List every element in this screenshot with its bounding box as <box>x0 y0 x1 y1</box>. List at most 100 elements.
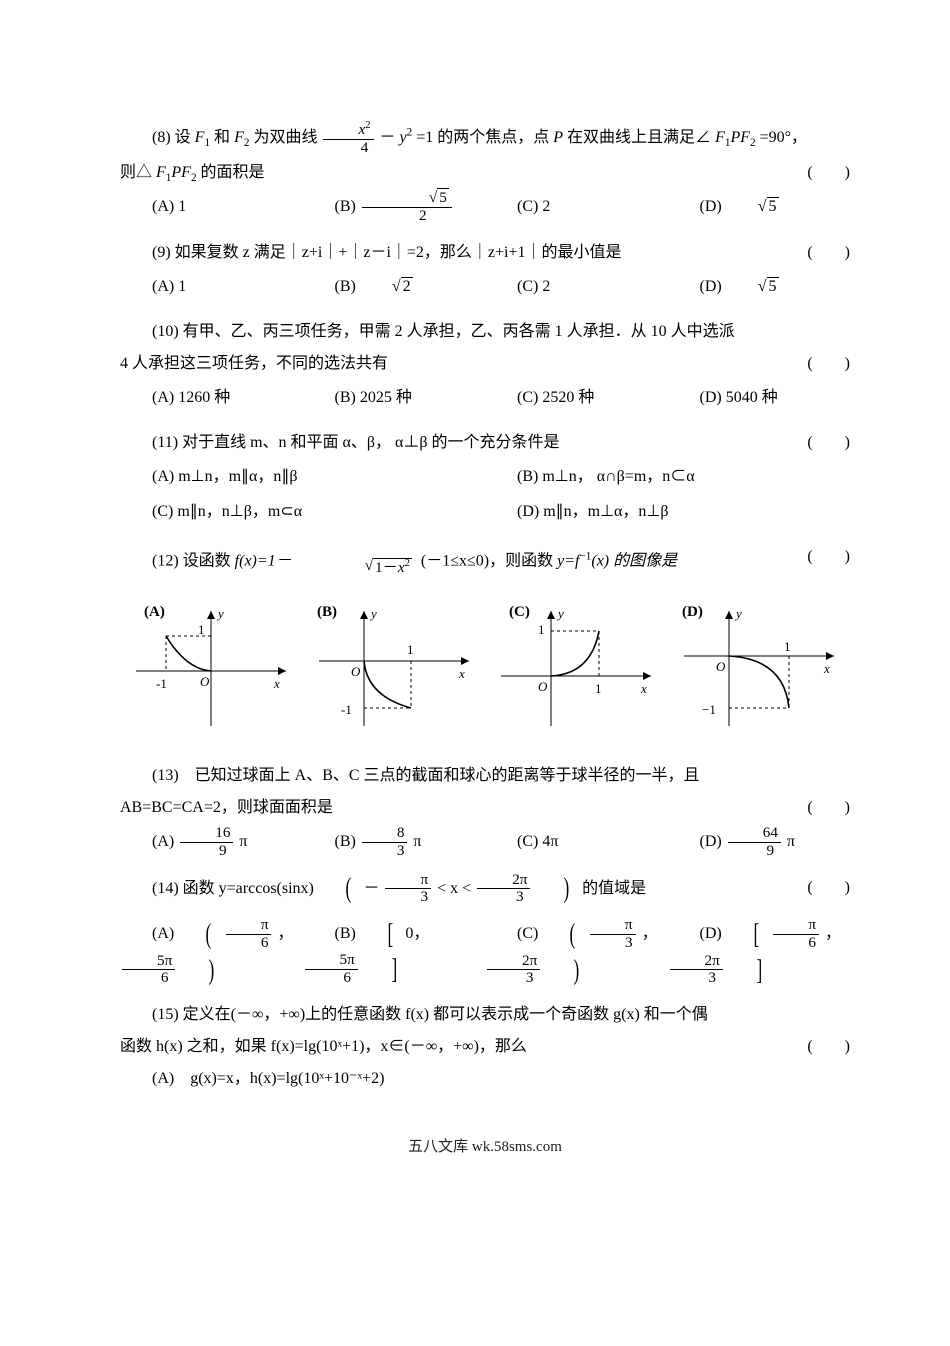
option-b: (B) 2 <box>303 269 486 304</box>
question-11: (11) 对于直线 m、n 和平面 α、β， α⊥β 的一个充分条件是 (A) … <box>120 427 850 529</box>
q13-options: (A) 169 π (B) 83 π (C) 4π (D) 649 π <box>120 824 850 860</box>
pi: π <box>413 833 421 850</box>
num: π <box>590 917 636 935</box>
text: (8) 设 <box>152 129 191 146</box>
label: (D) <box>682 604 703 620</box>
option-d: (D) 5040 种 <box>668 380 851 415</box>
sym: P <box>171 164 181 181</box>
sym: F <box>740 129 750 146</box>
option-d: (D) m∥n，m⊥α，n⊥β <box>485 494 850 529</box>
option-a: (A) 1260 种 <box>120 380 303 415</box>
num: 2π <box>487 953 540 971</box>
option-c: (C) ( π3 ， 2π3 ) <box>485 916 668 987</box>
q15-stem-1: (15) 定义在(－∞，+∞)上的任意函数 f(x) 都可以表示成一个奇函数 g… <box>120 999 850 1031</box>
text: AB=BC=CA=2，则球面面积是 <box>120 799 333 816</box>
num: 16 <box>180 825 233 843</box>
text: － <box>380 129 396 146</box>
figure-c: (C) O x y 1 1 <box>491 596 661 736</box>
axis-y: y <box>369 606 377 621</box>
tick: -1 <box>341 702 352 717</box>
num: 5π <box>122 953 175 971</box>
text: 0， <box>405 925 429 942</box>
label: (B) <box>335 925 360 942</box>
text: 为双曲线 <box>253 129 317 146</box>
text: 4 人承担这三项任务，不同的选法共有 <box>120 355 388 372</box>
den: 3 <box>590 935 636 952</box>
q13-stem-1: (13) 已知过球面上 A、B、C 三点的截面和球心的距离等于球半径的一半，且 <box>120 760 850 792</box>
question-12: (12) 设函数 f(x)=1－ 1－x2 (－1≤x≤0)，则函数 y=f−1… <box>120 541 850 736</box>
label: (B) <box>317 604 337 620</box>
q14-stem: (14) 函数 y=arccos(sinx) ( － π3 < x < 2π3 … <box>120 872 850 906</box>
den: 9 <box>180 843 233 860</box>
option-c: (C) m∥n，n⊥β，m⊂α <box>120 494 485 529</box>
sup: 2 <box>407 127 413 139</box>
figure-d: (D) O x y 1 −1 <box>674 596 844 736</box>
num: 8 <box>362 825 408 843</box>
sym: F <box>156 164 166 181</box>
axis-y: y <box>734 606 742 621</box>
answer-blank <box>775 872 850 904</box>
den: 9 <box>728 843 781 860</box>
q14-options: (A) ( π6 ， 5π6 ) (B) [ 0， 5π6 ] (C) ( π3… <box>120 916 850 987</box>
sym-F2: F <box>234 129 244 146</box>
text: =1 的两个焦点，点 <box>416 129 553 146</box>
sym: P <box>553 129 563 146</box>
q13-stem-2: AB=BC=CA=2，则球面面积是 <box>120 792 850 824</box>
den: 3 <box>362 843 408 860</box>
axis-x: x <box>823 661 830 676</box>
question-13: (13) 已知过球面上 A、B、C 三点的截面和球心的距离等于球半径的一半，且 … <box>120 760 850 860</box>
tick: 1 <box>784 639 791 654</box>
text: f(x)=1－ <box>235 553 292 570</box>
axis-y: y <box>216 606 224 621</box>
text: (－1≤x≤0)，则函数 <box>421 553 557 570</box>
text: － <box>363 880 379 897</box>
den: 6 <box>226 935 272 952</box>
num: 2π <box>670 953 723 971</box>
num: 5π <box>305 952 358 970</box>
q10-options: (A) 1260 种 (B) 2025 种 (C) 2520 种 (D) 504… <box>120 380 850 415</box>
option-a: (A) g(x)=x，h(x)=lg(10ˣ+10⁻ˣ+2) <box>120 1063 850 1095</box>
label: (B) <box>335 833 360 850</box>
answer-blank <box>807 348 850 380</box>
answer-blank <box>775 541 850 573</box>
tick: -1 <box>156 676 167 691</box>
pi: π <box>239 833 247 850</box>
option-b: (B) 5 2 <box>303 189 486 225</box>
comma: ， <box>642 925 658 942</box>
label: (A) <box>152 833 178 850</box>
label: (C) <box>517 925 542 942</box>
den: 3 <box>477 889 530 906</box>
q10-stem-2: 4 人承担这三项任务，不同的选法共有 <box>120 348 850 380</box>
option-a: (A) 1 <box>120 189 303 225</box>
option-a: (A) 169 π <box>120 824 303 860</box>
option-c: (C) 2520 种 <box>485 380 668 415</box>
sub: 2 <box>750 137 756 149</box>
text: (11) 对于直线 m、n 和平面 α、β， α⊥β 的一个充分条件是 <box>152 434 560 451</box>
answer-blank <box>775 427 850 459</box>
option-b: (B) [ 0， 5π6 ] <box>303 916 486 987</box>
sub: 1 <box>204 137 210 149</box>
label: (D) <box>700 278 726 295</box>
option-c: (C) 2 <box>485 269 668 304</box>
answer-blank <box>775 237 850 269</box>
num: 64 <box>728 825 781 843</box>
text: y=f <box>557 553 579 570</box>
q12-stem: (12) 设函数 f(x)=1－ 1－x2 (－1≤x≤0)，则函数 y=f−1… <box>120 541 850 578</box>
option-c: (C) 2 <box>485 189 668 225</box>
axis-x: x <box>640 681 647 696</box>
label: (B) <box>335 278 360 295</box>
option-b: (B) 83 π <box>303 824 486 860</box>
tick: −1 <box>702 702 716 717</box>
axis-o: O <box>200 674 210 689</box>
question-14: (14) 函数 y=arccos(sinx) ( － π3 < x < 2π3 … <box>120 872 850 988</box>
q12-figure-row: (A) O x y -1 1 (B) O <box>120 596 850 736</box>
option-d: (D) 649 π <box>668 824 851 860</box>
sub: 2 <box>244 137 250 149</box>
axis-x: x <box>273 676 280 691</box>
tick: 1 <box>198 622 205 637</box>
question-15: (15) 定义在(－∞，+∞)上的任意函数 f(x) 都可以表示成一个奇函数 g… <box>120 999 850 1095</box>
den: 6 <box>122 970 175 987</box>
sup: 2 <box>365 120 370 131</box>
sup: 2 <box>405 558 410 569</box>
den: 3 <box>670 970 723 987</box>
